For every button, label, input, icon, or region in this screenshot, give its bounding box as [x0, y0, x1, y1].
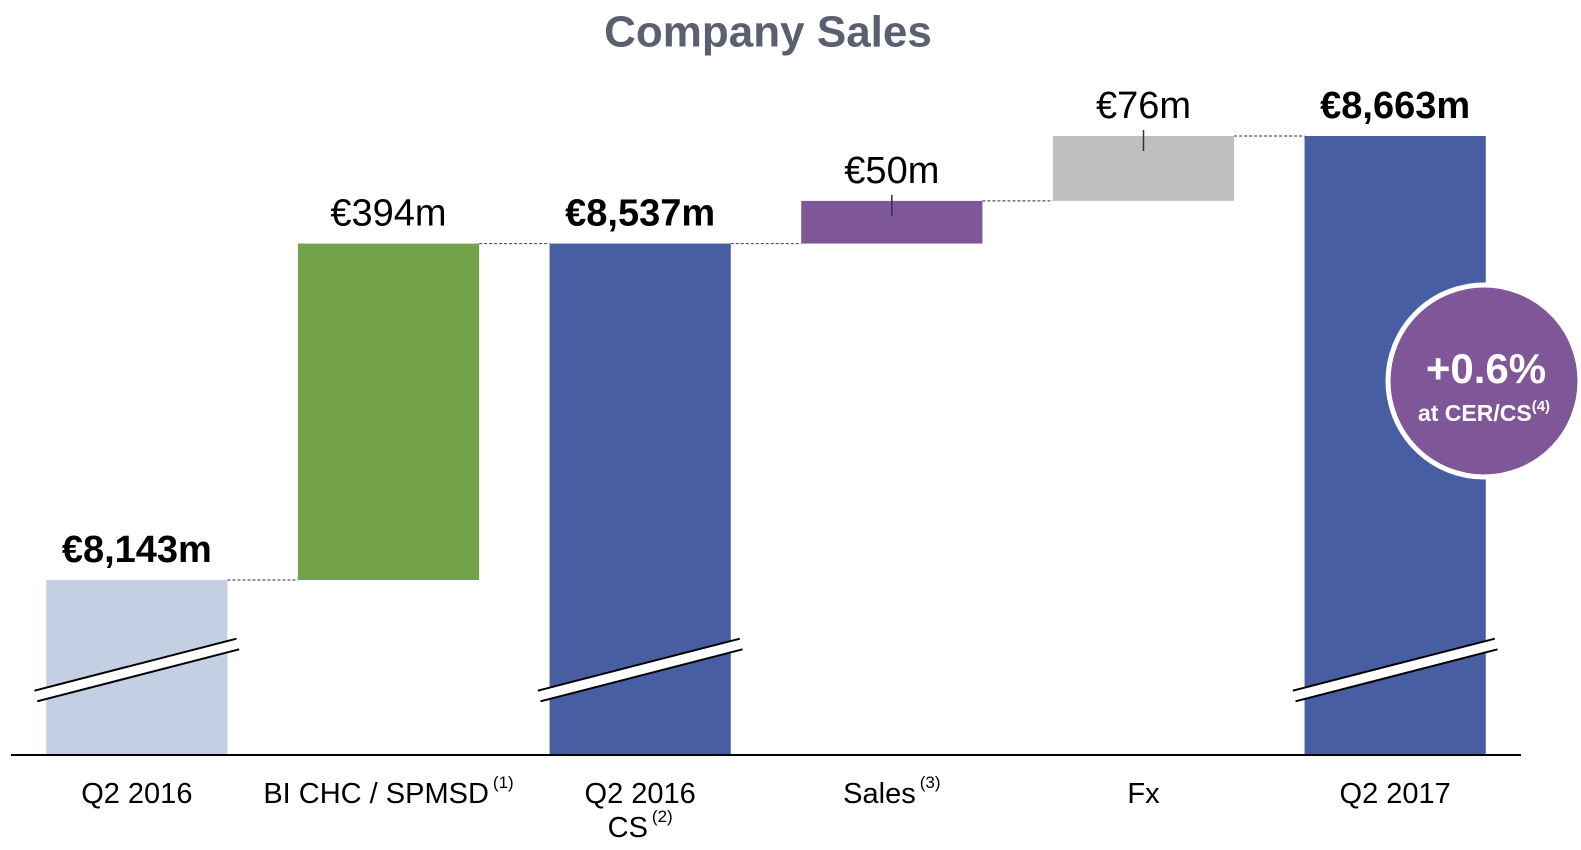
axis-break — [1291, 639, 1500, 701]
badge-subtext: at CER/CS(4) — [1418, 398, 1550, 426]
footnote-mark: (3) — [920, 773, 941, 792]
axis-break — [536, 639, 745, 701]
value-label: €50m — [844, 150, 939, 192]
bar — [297, 243, 480, 581]
x-tick-label: Q2 2016 — [585, 778, 696, 810]
x-tick-label-text: Sales — [843, 778, 916, 810]
x-tick-label: Sales (3) — [843, 773, 940, 809]
badge-footnote: (4) — [1532, 398, 1550, 415]
badge-subtext-main: at CER/CS — [1418, 400, 1532, 426]
x-tick-label-text: CS — [608, 812, 648, 844]
x-tick-label-text: Q2 2016 — [585, 778, 696, 810]
footnote-mark: (2) — [652, 807, 673, 826]
x-tick-label: Q2 2017 — [1340, 778, 1451, 810]
value-label: €8,143m — [62, 529, 212, 571]
x-tick-label: Q2 2016 — [81, 778, 192, 810]
badge — [1385, 282, 1581, 480]
x-tick-label-text: Fx — [1127, 778, 1160, 810]
value-label: €8,663m — [1320, 85, 1470, 127]
x-tick-label: BI CHC / SPMSD (1) — [263, 773, 513, 809]
badge-text: +0.6% — [1426, 345, 1546, 392]
value-label: €76m — [1096, 85, 1191, 127]
chart-title: Company Sales — [604, 8, 932, 57]
x-tick-label: Fx — [1127, 778, 1160, 810]
value-label: €394m — [330, 193, 446, 235]
value-label: €8,537m — [565, 193, 715, 235]
axis-break — [32, 639, 241, 701]
footnote-mark: (1) — [493, 773, 514, 792]
x-tick-label-text: Q2 2017 — [1340, 778, 1451, 810]
bar — [549, 243, 731, 756]
x-tick-label: CS (2) — [608, 807, 673, 843]
x-tick-label-text: Q2 2016 — [81, 778, 192, 810]
x-tick-label-text: BI CHC / SPMSD — [263, 778, 489, 810]
